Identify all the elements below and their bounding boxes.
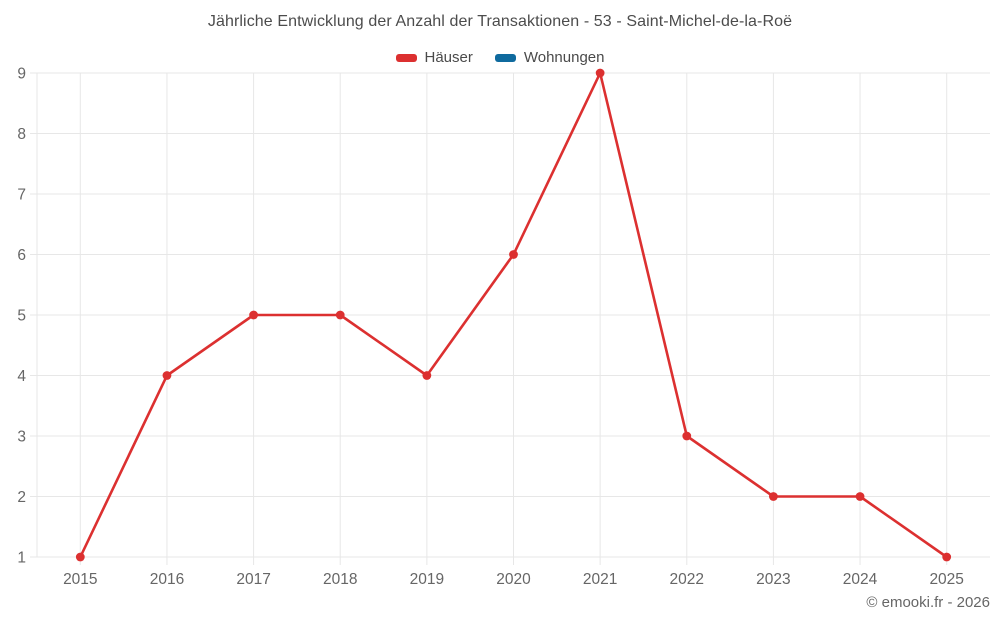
data-point-2025[interactable] <box>942 552 952 562</box>
x-axis-tick-label: 2017 <box>236 571 270 588</box>
legend-label: Häuser <box>424 49 473 66</box>
y-axis-tick-label: 4 <box>17 368 26 385</box>
chart-legend: Häuser Wohnungen <box>0 49 1000 66</box>
footer-credit: © emooki.fr - 2026 <box>866 594 990 611</box>
data-point-2018[interactable] <box>335 310 345 320</box>
legend-item-hauser[interactable]: Häuser <box>395 49 473 66</box>
x-axis-tick-label: 2021 <box>583 571 617 588</box>
x-axis-tick-label: 2020 <box>496 571 531 588</box>
data-point-2019[interactable] <box>422 371 432 380</box>
axis-labels: 1 2 3 4 5 6 7 8 9 2015 2016 2017 2018 2019 2020 2021 202… <box>17 66 964 589</box>
y-axis-tick-label: 8 <box>17 126 26 143</box>
x-axis-tick-label: 2022 <box>670 571 704 588</box>
x-axis-tick-label: 2016 <box>150 571 184 588</box>
chart-title: Jährliche Entwicklung der Anzahl der Tra… <box>207 13 793 30</box>
x-axis-tick-label: 2015 <box>63 571 97 588</box>
legend-item-wohnungen[interactable]: Wohnungen <box>494 49 605 66</box>
legend-label: Wohnungen <box>523 49 605 66</box>
y-axis-tick-label: 9 <box>17 66 26 83</box>
x-axis-tick-label: 2025 <box>929 571 963 588</box>
data-point-2022[interactable] <box>682 431 692 441</box>
y-axis-tick-label: 3 <box>17 429 26 446</box>
data-point-2020[interactable] <box>509 250 518 259</box>
data-point-2023[interactable] <box>769 492 778 501</box>
data-point-2016[interactable] <box>162 371 172 380</box>
y-axis-tick-label: 1 <box>17 550 26 567</box>
x-axis-tick-label: 2019 <box>410 571 444 588</box>
y-axis-tick-label: 5 <box>17 308 26 325</box>
x-axis-tick-label: 2023 <box>756 571 790 588</box>
data-point-2024[interactable] <box>855 492 865 501</box>
x-axis-tick-label: 2024 <box>843 571 878 588</box>
legend-marker-hauser <box>395 53 417 62</box>
y-axis-tick-label: 7 <box>17 187 26 204</box>
series-hauser <box>75 68 952 562</box>
legend-marker-wohnungen <box>494 53 516 62</box>
y-axis-tick-label: 6 <box>17 247 26 264</box>
y-axis-tick-label: 2 <box>17 489 26 506</box>
data-point-2015[interactable] <box>75 552 85 562</box>
gridlines <box>30 72 990 565</box>
data-point-2021[interactable] <box>595 68 605 78</box>
data-point-2017[interactable] <box>249 310 258 320</box>
x-axis-tick-label: 2018 <box>323 571 357 588</box>
